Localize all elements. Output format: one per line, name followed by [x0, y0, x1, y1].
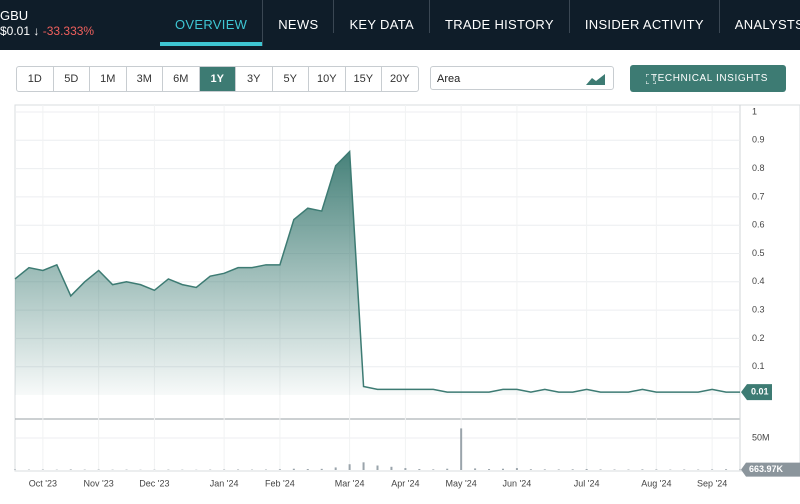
- nav-item[interactable]: TRADE HISTORY: [430, 0, 570, 33]
- x-tick-label: Apr '24: [391, 478, 419, 488]
- x-tick-label: Jan '24: [210, 478, 239, 488]
- y-tick-label: 0.7: [752, 191, 765, 201]
- range-button[interactable]: 6M: [163, 67, 200, 91]
- volume-bar: [529, 469, 532, 470]
- volume-bar: [474, 468, 477, 470]
- nav-item[interactable]: ANALYSTS: [720, 0, 800, 33]
- volume-bar: [390, 466, 393, 470]
- x-tick-label: Mar '24: [335, 478, 365, 488]
- volume-bar: [613, 469, 616, 470]
- price-line: [14, 149, 740, 393]
- range-button[interactable]: 3Y: [236, 67, 273, 91]
- price-area: [15, 151, 740, 395]
- x-tick-label: May '24: [446, 478, 477, 488]
- change: -33.333%: [42, 24, 95, 38]
- volume-bar: [501, 468, 504, 470]
- volume-bar: [585, 469, 588, 470]
- y-tick-label: 0.6: [752, 220, 765, 230]
- x-tick-label: Feb '24: [265, 478, 295, 488]
- volume-bar: [237, 469, 240, 470]
- range-button[interactable]: 5Y: [273, 67, 309, 91]
- y-tick-label: 0.3: [752, 304, 765, 314]
- range-button[interactable]: 5D: [54, 67, 90, 91]
- volume-bar: [488, 469, 491, 470]
- top-bar: GBU $0.01 ↓ -33.333% OVERVIEW NEWS KEY DAT…: [0, 0, 800, 50]
- volume-bar: [306, 469, 309, 470]
- y-tick-label: 1: [752, 106, 757, 116]
- technical-insights-button[interactable]: TECHNICAL INSIGHTS: [630, 65, 786, 92]
- ticker: GBU: [0, 8, 29, 23]
- volume-bar: [418, 469, 421, 470]
- nav-item[interactable]: NEWS: [263, 0, 335, 33]
- volume-bar: [725, 469, 728, 470]
- volume-bar: [69, 469, 72, 470]
- range-button[interactable]: 1M: [90, 67, 127, 91]
- volume-bar: [362, 462, 365, 470]
- x-tick-label: Sep '24: [697, 478, 727, 488]
- volume-bar: [376, 465, 379, 470]
- chart: 0.1 0.2 0.3 0.4 0.5 0.6 0.7 0.8 0.9 1 50M Oct '23 No…: [14, 104, 800, 488]
- volume-bar: [655, 469, 658, 470]
- down-arrow: ↓: [33, 24, 40, 38]
- range-button[interactable]: 20Y: [389, 73, 410, 85]
- expand-icon: [646, 74, 656, 84]
- volume-bar: [711, 469, 714, 470]
- y-tick-label: 0.8: [752, 163, 765, 173]
- last-volume-flag: [741, 462, 800, 477]
- volume-bar: [404, 468, 407, 470]
- chart-style-select[interactable]: Area: [430, 66, 614, 90]
- chart-style: Area: [437, 73, 461, 85]
- x-tick-label: Jul '24: [574, 478, 600, 488]
- volume-bar: [683, 469, 686, 470]
- volume-bar: [292, 468, 295, 470]
- range-button[interactable]: 1Y: [199, 67, 236, 91]
- y-tick-label: 0.5: [752, 248, 765, 258]
- volume-bar: [348, 464, 351, 470]
- volume-bar: [557, 469, 560, 470]
- x-tick-label: Nov '23: [84, 478, 114, 488]
- volume-bar: [599, 469, 602, 470]
- y2-tick-label: 50M: [752, 432, 770, 442]
- y-tick-label: 0.4: [752, 276, 765, 286]
- volume-bar: [543, 469, 546, 470]
- volume-bar: [641, 469, 644, 470]
- x-tick-label: Aug '24: [641, 478, 671, 488]
- range-button[interactable]: 3M: [127, 67, 163, 91]
- range-button[interactable]: 15Y: [346, 67, 382, 91]
- volume-bar: [446, 468, 449, 470]
- x-tick-label: Dec '23: [139, 478, 169, 488]
- quote: $0.01 ↓ -33.333%: [0, 24, 94, 38]
- nav: OVERVIEW NEWS KEY DATA TRADE HISTORY INSIDER…: [160, 0, 800, 50]
- y-tick-label: 0.9: [752, 135, 765, 145]
- range-button[interactable]: 1D: [17, 67, 54, 91]
- range-selector: 1D 5D 1M 3M 6M 1Y 3Y 5Y 10Y 15Y 20Y: [16, 66, 419, 92]
- last-price-label: 0.01: [751, 387, 769, 397]
- volume-bar: [14, 469, 16, 470]
- nav-item[interactable]: KEY DATA: [334, 0, 430, 33]
- volume-bar: [320, 468, 323, 470]
- range-button[interactable]: 10Y: [309, 67, 346, 91]
- volume-bar: [460, 428, 463, 470]
- nav-item[interactable]: INSIDER ACTIVITY: [570, 0, 720, 33]
- volume-bar: [278, 469, 281, 470]
- volume-bar: [515, 468, 518, 470]
- area-icon: [586, 74, 605, 85]
- last-price-flag: [741, 384, 772, 401]
- button-label: TECHNICAL INSIGHTS: [650, 73, 768, 84]
- volume-bar: [432, 469, 435, 470]
- y-tick-label: 0.2: [752, 333, 765, 343]
- price: $0.01: [0, 24, 31, 38]
- last-volume-label: 663.97K: [749, 464, 784, 474]
- nav-item[interactable]: OVERVIEW: [160, 0, 264, 46]
- volume-bar: [334, 467, 337, 470]
- x-tick-label: Jun '24: [503, 478, 532, 488]
- x-tick-label: Oct '23: [29, 478, 57, 488]
- y-tick-label: 0.1: [752, 361, 765, 371]
- volume-bar: [571, 469, 574, 470]
